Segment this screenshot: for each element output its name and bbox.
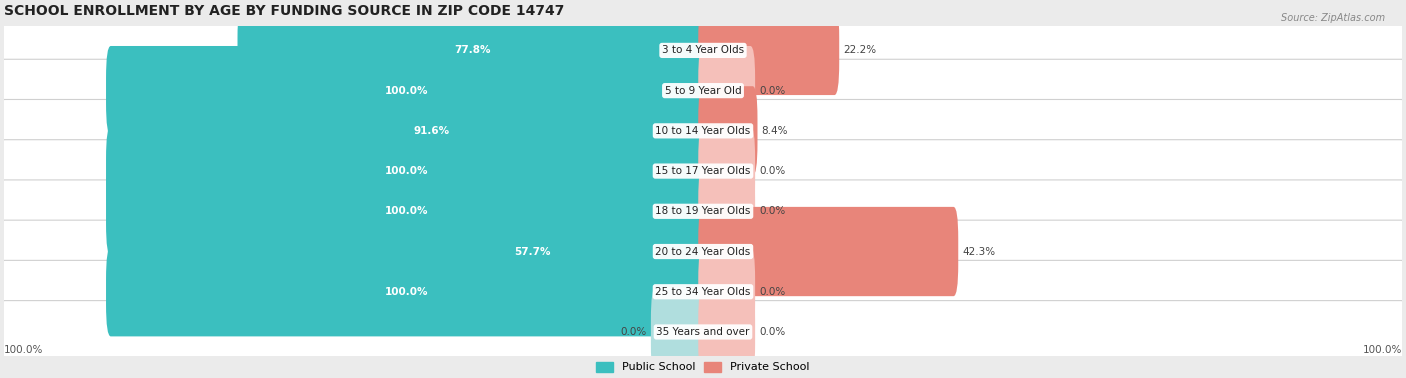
Text: 3 to 4 Year Olds: 3 to 4 Year Olds <box>662 45 744 56</box>
Text: 77.8%: 77.8% <box>454 45 491 56</box>
Text: 0.0%: 0.0% <box>759 86 786 96</box>
FancyBboxPatch shape <box>105 46 707 135</box>
FancyBboxPatch shape <box>3 19 1403 82</box>
FancyBboxPatch shape <box>3 220 1403 283</box>
FancyBboxPatch shape <box>105 247 707 336</box>
FancyBboxPatch shape <box>3 140 1403 203</box>
Text: 25 to 34 Year Olds: 25 to 34 Year Olds <box>655 287 751 297</box>
FancyBboxPatch shape <box>699 247 755 336</box>
Text: SCHOOL ENROLLMENT BY AGE BY FUNDING SOURCE IN ZIP CODE 14747: SCHOOL ENROLLMENT BY AGE BY FUNDING SOUR… <box>4 4 565 18</box>
Text: 20 to 24 Year Olds: 20 to 24 Year Olds <box>655 246 751 257</box>
Text: 15 to 17 Year Olds: 15 to 17 Year Olds <box>655 166 751 176</box>
FancyBboxPatch shape <box>105 126 707 216</box>
Text: 8.4%: 8.4% <box>762 126 789 136</box>
FancyBboxPatch shape <box>699 86 758 175</box>
FancyBboxPatch shape <box>3 59 1403 122</box>
FancyBboxPatch shape <box>699 287 755 376</box>
Text: 0.0%: 0.0% <box>759 287 786 297</box>
Text: 100.0%: 100.0% <box>385 166 429 176</box>
Text: 100.0%: 100.0% <box>385 206 429 216</box>
FancyBboxPatch shape <box>3 260 1403 323</box>
FancyBboxPatch shape <box>238 6 707 95</box>
Text: 100.0%: 100.0% <box>385 86 429 96</box>
Text: 0.0%: 0.0% <box>759 206 786 216</box>
FancyBboxPatch shape <box>699 207 959 296</box>
FancyBboxPatch shape <box>3 301 1403 363</box>
Text: 18 to 19 Year Olds: 18 to 19 Year Olds <box>655 206 751 216</box>
Text: Source: ZipAtlas.com: Source: ZipAtlas.com <box>1281 13 1385 23</box>
Text: 22.2%: 22.2% <box>844 45 876 56</box>
Text: 5 to 9 Year Old: 5 to 9 Year Old <box>665 86 741 96</box>
Text: 91.6%: 91.6% <box>413 126 450 136</box>
Text: 100.0%: 100.0% <box>385 287 429 297</box>
Text: 0.0%: 0.0% <box>759 327 786 337</box>
FancyBboxPatch shape <box>357 207 707 296</box>
FancyBboxPatch shape <box>699 6 839 95</box>
FancyBboxPatch shape <box>105 167 707 256</box>
FancyBboxPatch shape <box>651 287 707 376</box>
Legend: Public School, Private School: Public School, Private School <box>592 357 814 377</box>
FancyBboxPatch shape <box>699 46 755 135</box>
Text: 42.3%: 42.3% <box>962 246 995 257</box>
Text: 100.0%: 100.0% <box>4 345 44 355</box>
Text: 100.0%: 100.0% <box>1362 345 1402 355</box>
Text: 57.7%: 57.7% <box>513 246 550 257</box>
Text: 0.0%: 0.0% <box>759 166 786 176</box>
FancyBboxPatch shape <box>699 167 755 256</box>
Text: 10 to 14 Year Olds: 10 to 14 Year Olds <box>655 126 751 136</box>
FancyBboxPatch shape <box>3 99 1403 162</box>
Text: 0.0%: 0.0% <box>620 327 647 337</box>
FancyBboxPatch shape <box>156 86 707 175</box>
FancyBboxPatch shape <box>3 180 1403 243</box>
Text: 35 Years and over: 35 Years and over <box>657 327 749 337</box>
FancyBboxPatch shape <box>699 126 755 216</box>
